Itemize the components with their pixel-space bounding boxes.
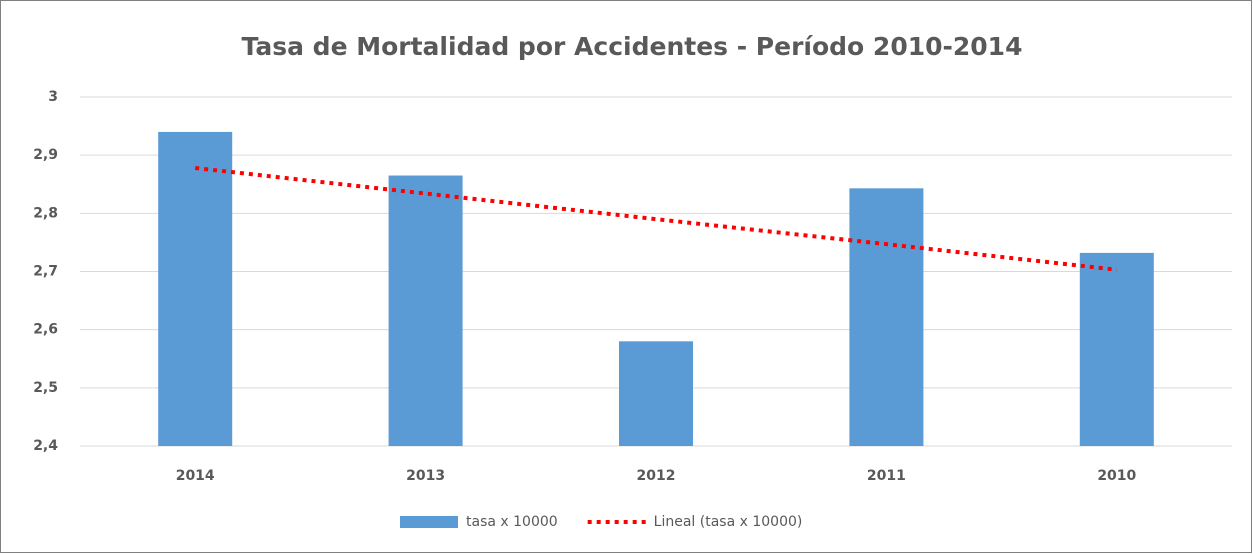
bar [849, 188, 924, 447]
x-tick-label: 2012 [637, 468, 676, 484]
x-tick-label: 2013 [406, 468, 445, 484]
bar [619, 341, 693, 446]
bar [1079, 252, 1154, 446]
legend-swatch [400, 516, 458, 528]
bar [388, 175, 463, 446]
y-tick-label: 2,5 [33, 380, 58, 396]
y-tick-label: 2,6 [33, 322, 58, 338]
y-tick-label: 2,4 [33, 438, 58, 454]
chart-title: Tasa de Mortalidad por Accidentes - Perí… [242, 32, 1023, 61]
y-tick-label: 2,8 [33, 205, 58, 221]
y-tick-label: 2,9 [33, 147, 58, 163]
legend-label: Lineal (tasa x 10000) [654, 514, 803, 530]
x-tick-label: 2014 [176, 468, 215, 484]
trend-line [194, 165, 1118, 272]
x-tick-label: 2011 [867, 468, 906, 484]
x-tick-label: 2010 [1097, 468, 1136, 484]
bar [158, 131, 233, 446]
legend-label: tasa x 10000 [466, 514, 558, 530]
y-tick-label: 3 [48, 89, 58, 105]
y-tick-label: 2,7 [33, 264, 58, 280]
